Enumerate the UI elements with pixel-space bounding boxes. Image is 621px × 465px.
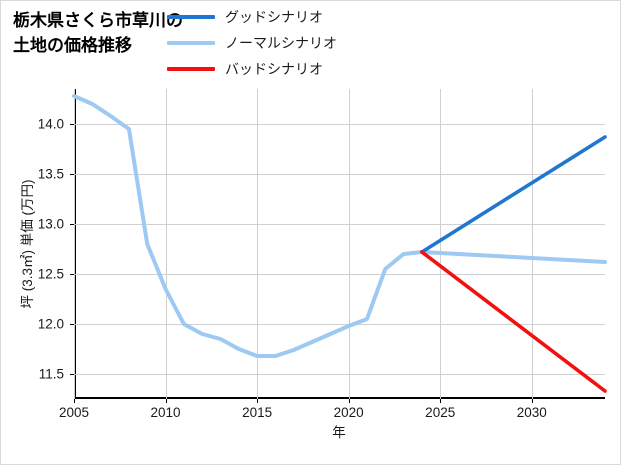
x-tick-mark xyxy=(165,399,167,403)
gridline-vertical xyxy=(165,89,167,399)
legend-swatch-icon xyxy=(167,15,215,19)
y-tick-label: 13.5 xyxy=(37,166,64,182)
plot-area: 11.5 12.0 12.5 13.0 13.5 14.0 2005 2010 2015 2020… xyxy=(20,89,607,440)
y-tick-label: 13.0 xyxy=(37,216,64,232)
gridline-vertical xyxy=(440,89,442,399)
y-tick-mark xyxy=(70,324,74,325)
y-tick-mark xyxy=(70,174,74,175)
x-tick-mark xyxy=(74,399,75,403)
chart-title: 栃木県さくら市草川の 土地の価格推移 xyxy=(13,11,183,55)
series-line-ノーマルシナリオ xyxy=(72,94,607,358)
series-line-グッドシナリオ xyxy=(420,135,607,254)
x-tick-mark xyxy=(257,399,259,403)
gridline-vertical xyxy=(257,89,259,399)
legend-label: ノーマルシナリオ xyxy=(225,35,337,51)
y-tick-label: 12.5 xyxy=(37,266,64,282)
x-tick-label: 2015 xyxy=(242,405,273,420)
gridline-horizontal xyxy=(74,224,605,225)
gridline-horizontal xyxy=(74,174,605,175)
gridline-vertical xyxy=(348,89,350,399)
gridline-horizontal xyxy=(74,324,605,325)
gridline-horizontal xyxy=(74,124,605,125)
chart-legend: グッドシナリオ ノーマルシナリオ バッドシナリオ xyxy=(167,4,372,82)
y-tick-label: 12.0 xyxy=(37,316,64,332)
legend-swatch-icon xyxy=(167,41,215,45)
y-tick-mark xyxy=(70,274,74,275)
y-tick-label: 11.5 xyxy=(38,366,64,382)
x-axis-label: 年 xyxy=(332,425,346,440)
legend-item[interactable]: グッドシナリオ xyxy=(167,4,372,30)
x-tick-mark xyxy=(440,399,442,403)
gridline-horizontal xyxy=(74,274,605,275)
series-line-バッドシナリオ xyxy=(420,250,607,393)
legend-item[interactable]: ノーマルシナリオ xyxy=(167,30,372,56)
x-tick-label: 2030 xyxy=(516,405,547,420)
y-axis-label: 坪 (3.3㎡) 単価 (万円) xyxy=(20,179,35,309)
legend-swatch-icon xyxy=(167,67,215,71)
x-tick-mark xyxy=(348,399,350,403)
y-tick-mark xyxy=(70,124,74,125)
y-tick-label: 14.0 xyxy=(37,116,64,132)
x-tick-label: 2020 xyxy=(333,405,364,420)
gridline-horizontal xyxy=(74,374,605,375)
x-tick-label: 2010 xyxy=(150,405,181,420)
series-lines xyxy=(72,94,607,393)
legend-label: グッドシナリオ xyxy=(225,9,323,25)
x-tick-mark xyxy=(531,399,533,403)
x-tick-label: 2005 xyxy=(58,405,90,420)
gridline-vertical xyxy=(531,89,533,399)
legend-item[interactable]: バッドシナリオ xyxy=(167,56,372,82)
gridline-vertical xyxy=(74,89,75,399)
legend-label: バッドシナリオ xyxy=(225,61,323,77)
x-tick-label: 2025 xyxy=(425,405,456,420)
y-tick-mark xyxy=(70,224,74,225)
plot-frame xyxy=(74,89,605,399)
y-tick-mark xyxy=(70,374,74,375)
